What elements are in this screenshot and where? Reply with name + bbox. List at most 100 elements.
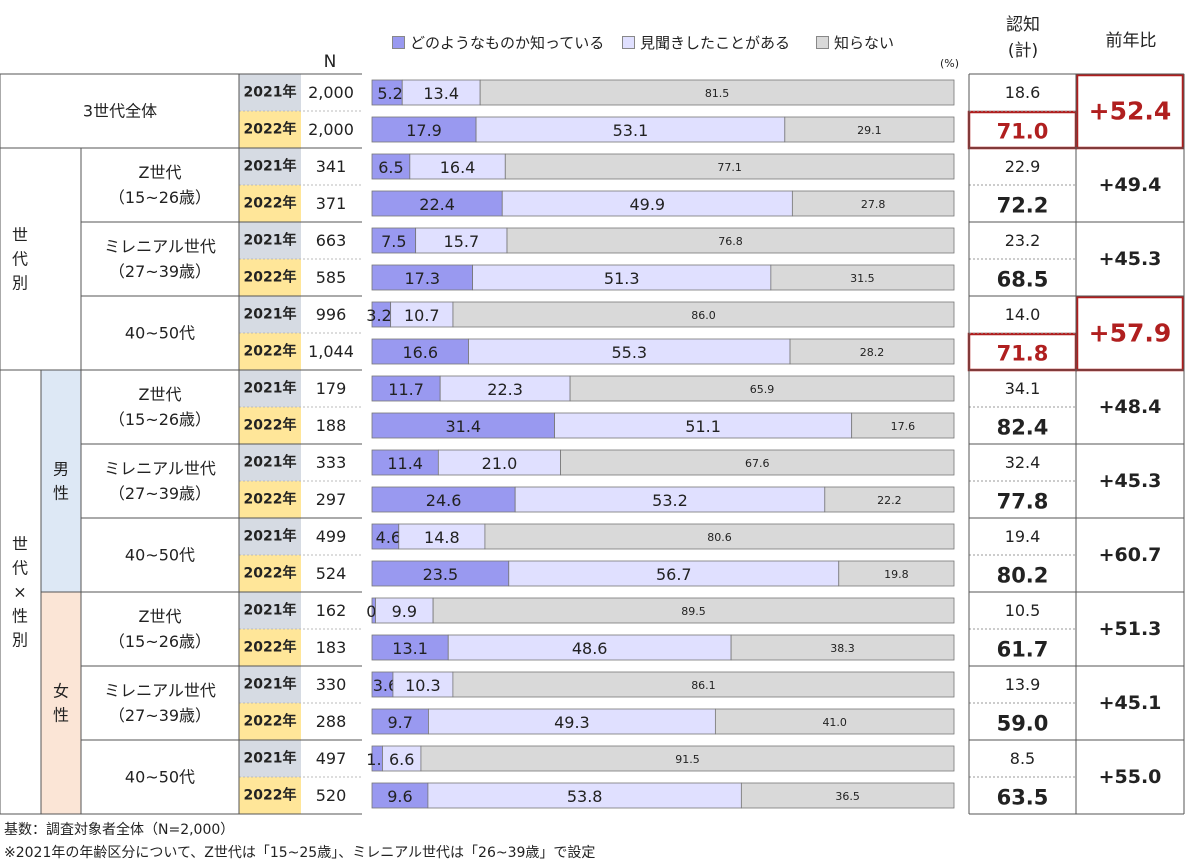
recognition-total-0-0: 18.6 xyxy=(1005,83,1041,102)
bar-8-1-0 xyxy=(371,708,429,735)
segment-label-8-line-0: ミレニアル世代 xyxy=(104,681,216,700)
recognition-total-6-0: 19.4 xyxy=(1005,527,1041,546)
gender-bg-0 xyxy=(41,370,81,592)
footnote-age: ※2021年の年齢区分について、Z世代は「15~25歳」、ミレニアル世代は「26… xyxy=(4,845,596,861)
yoy-value-5: +45.3 xyxy=(1099,470,1162,492)
data-label-1-0-1: 16.4 xyxy=(440,158,476,177)
recognition-total-2-1: 68.5 xyxy=(997,268,1049,292)
bar-8-1-1 xyxy=(428,708,716,735)
segment-label-3-line-0: 40~50代 xyxy=(125,324,195,343)
year-label-7-0: 2021年 xyxy=(244,602,297,619)
recognition-total-7-1: 61.7 xyxy=(997,638,1049,662)
data-label-0-1-1: 53.1 xyxy=(613,121,649,140)
recognition-total-1-1: 72.2 xyxy=(997,194,1049,218)
data-label-7-1-1: 48.6 xyxy=(572,639,608,658)
data-label-3-0-2: 86.0 xyxy=(691,309,716,322)
data-label-6-1-2: 19.8 xyxy=(884,568,909,581)
bar-8-0-1 xyxy=(392,671,454,698)
bar-4-0-2 xyxy=(569,375,955,402)
yoy-value-3: +57.9 xyxy=(1089,319,1172,348)
bar-8-0-2 xyxy=(452,671,955,698)
bar-3-0-2 xyxy=(452,301,955,328)
data-label-9-1-2: 36.5 xyxy=(835,790,860,803)
recognition-total-7-0: 10.5 xyxy=(1005,601,1041,620)
n-value-9-1: 520 xyxy=(316,786,347,805)
bar-9-1-2 xyxy=(740,782,955,809)
year-cell-0-0 xyxy=(239,74,301,111)
legend-swatch-unknown xyxy=(816,36,829,49)
n-value-0-1: 2,000 xyxy=(308,120,354,139)
n-value-1-0: 341 xyxy=(316,157,347,176)
group-label-0-line-2: 別 xyxy=(12,274,28,293)
n-value-1-1: 371 xyxy=(316,194,347,213)
bar-7-0-1 xyxy=(375,597,434,624)
bar-2-1-2 xyxy=(770,264,955,291)
n-value-3-0: 996 xyxy=(316,305,347,324)
segment-label-1-line-1: （15~26歳） xyxy=(109,188,211,207)
year-label-5-1: 2022年 xyxy=(244,491,297,508)
segment-label-7-line-0: Z世代 xyxy=(139,607,182,626)
bar-4-0-1 xyxy=(439,375,571,402)
bar-9-0-1 xyxy=(382,745,422,772)
segment-label-8-line-1: （27~39歳） xyxy=(109,706,211,725)
recognition-total-4-0: 34.1 xyxy=(1005,379,1041,398)
year-label-6-0: 2021年 xyxy=(244,528,297,545)
legend-item-known: どのようなものか知っている xyxy=(392,32,604,53)
bar-8-1-2 xyxy=(714,708,955,735)
year-cell-0-1 xyxy=(239,111,301,148)
data-label-2-1-0: 17.3 xyxy=(404,269,440,288)
recognition-total-6-1: 80.2 xyxy=(997,564,1049,588)
data-label-1-0-0: 6.5 xyxy=(378,158,403,177)
data-label-6-0-2: 80.6 xyxy=(707,531,732,544)
bar-6-1-0 xyxy=(371,560,510,587)
bar-0-1-1 xyxy=(475,116,786,143)
legend-swatch-known xyxy=(392,36,405,49)
year-cell-3-1 xyxy=(239,333,301,370)
bar-9-0-2 xyxy=(420,745,955,772)
gender-label-1-line-0: 女 xyxy=(53,682,69,701)
year-cell-6-1 xyxy=(239,555,301,592)
data-label-6-0-0: 4.6 xyxy=(376,528,401,547)
recognition-total-3-0: 14.0 xyxy=(1005,305,1041,324)
data-label-0-0-1: 13.4 xyxy=(423,84,459,103)
yoy-header: 前年比 xyxy=(1105,31,1157,51)
year-label-7-1: 2022年 xyxy=(244,639,297,656)
data-label-0-1-2: 29.1 xyxy=(857,124,882,137)
year-label-1-1: 2022年 xyxy=(244,195,297,212)
n-value-4-1: 188 xyxy=(316,416,347,435)
year-cell-5-0 xyxy=(239,444,301,481)
bar-1-0-2 xyxy=(504,153,955,180)
n-value-6-1: 524 xyxy=(316,564,347,583)
bar-1-1-0 xyxy=(371,190,503,217)
data-label-7-0-2: 89.5 xyxy=(681,605,706,618)
data-label-4-1-2: 17.6 xyxy=(891,420,916,433)
data-label-3-1-0: 16.6 xyxy=(402,343,438,362)
data-label-2-0-0: 7.5 xyxy=(381,232,406,251)
data-label-5-0-2: 67.6 xyxy=(745,457,770,470)
bar-7-1-0 xyxy=(371,634,449,661)
data-label-4-1-1: 51.1 xyxy=(685,417,721,436)
year-label-3-1: 2022年 xyxy=(244,343,297,360)
data-label-4-0-1: 22.3 xyxy=(487,380,523,399)
recognition-total-9-0: 8.5 xyxy=(1010,749,1035,768)
yoy-value-6: +60.7 xyxy=(1099,544,1162,566)
data-label-7-0-1: 9.9 xyxy=(392,602,417,621)
data-label-2-1-1: 51.3 xyxy=(604,269,640,288)
bar-5-1-2 xyxy=(824,486,955,513)
data-label-5-1-1: 53.2 xyxy=(652,491,688,510)
data-label-6-1-1: 56.7 xyxy=(656,565,692,584)
year-label-3-0: 2021年 xyxy=(244,306,297,323)
yoy-value-2: +45.3 xyxy=(1099,248,1162,270)
group-label-1-line-2: × xyxy=(13,583,26,602)
n-value-8-1: 288 xyxy=(316,712,347,731)
data-label-2-0-2: 76.8 xyxy=(718,235,743,248)
year-cell-3-0 xyxy=(239,296,301,333)
data-label-4-0-0: 11.7 xyxy=(388,380,424,399)
group-label-1-line-1: 代 xyxy=(12,559,28,578)
n-value-9-0: 497 xyxy=(316,749,347,768)
n-value-6-0: 499 xyxy=(316,527,347,546)
segment-label-5-line-1: （27~39歳） xyxy=(109,484,211,503)
year-cell-8-1 xyxy=(239,703,301,740)
yoy-value-0: +52.4 xyxy=(1089,97,1172,126)
data-label-2-1-2: 31.5 xyxy=(850,272,875,285)
